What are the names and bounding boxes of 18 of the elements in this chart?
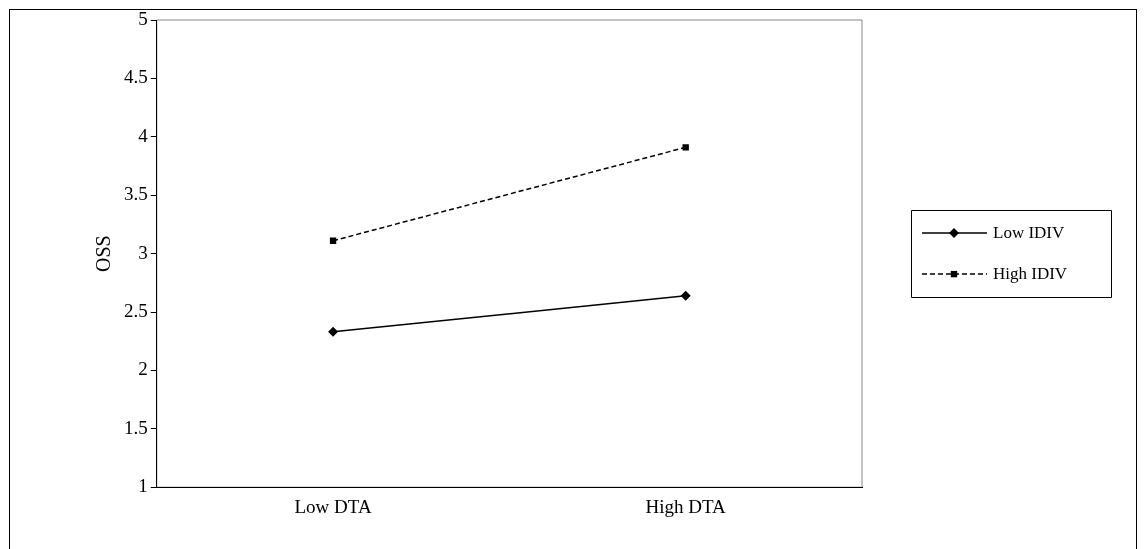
legend-label: High IDIV bbox=[993, 263, 1068, 283]
legend-label: Low IDIV bbox=[993, 222, 1066, 242]
y-tick-label: 3.5 bbox=[124, 183, 148, 205]
y-tick-label: 2.5 bbox=[124, 299, 148, 321]
y-tick-label: 4.5 bbox=[124, 66, 148, 88]
x-tick-label: Low DTA bbox=[294, 495, 372, 517]
point bbox=[329, 237, 337, 244]
y-tick-label: 5 bbox=[138, 7, 148, 29]
y-tick-label: 1 bbox=[138, 475, 148, 497]
y-tick-label: 3 bbox=[138, 241, 148, 263]
y-tick-label: 1.5 bbox=[124, 416, 148, 438]
y-axis-title: OSS bbox=[92, 235, 115, 272]
point bbox=[328, 326, 339, 337]
point bbox=[680, 290, 691, 301]
point bbox=[682, 144, 689, 151]
y-tick-label: 4 bbox=[138, 124, 149, 146]
y-tick-label: 2 bbox=[138, 358, 148, 380]
x-tick-label: High DTA bbox=[645, 495, 727, 517]
